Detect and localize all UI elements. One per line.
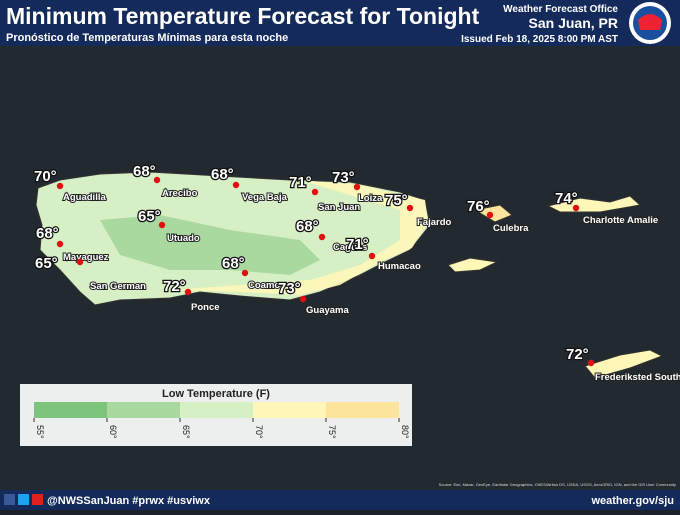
city-temp: 65° xyxy=(35,255,58,272)
source: Source: Esri, Maxar, GeoEye, Earthstar G… xyxy=(439,482,676,487)
city-dot xyxy=(56,240,64,248)
city-name: Loiza xyxy=(358,193,383,204)
facebook-icon[interactable] xyxy=(4,494,15,505)
legend-swatch xyxy=(34,402,107,418)
city-name: Ponce xyxy=(191,302,220,313)
social: @NWSSanJuan #prwx #usviwx xyxy=(47,495,211,507)
city-dot xyxy=(56,182,64,190)
location: San Juan, PR xyxy=(529,15,618,31)
city-temp: 74° xyxy=(555,190,578,207)
city-dot xyxy=(153,176,161,184)
city-dot xyxy=(486,211,494,219)
city-temp: 72° xyxy=(163,278,186,295)
city-temp: 68° xyxy=(133,163,156,180)
island-culebra xyxy=(473,204,513,223)
city-temp: 76° xyxy=(467,198,490,215)
city-dot xyxy=(572,204,580,212)
city-name: Aguadilla xyxy=(63,192,106,203)
legend-title: Low Temperature (F) xyxy=(162,388,270,400)
city-temp: 71° xyxy=(289,174,312,191)
city-dot xyxy=(184,288,192,296)
legend-swatch xyxy=(253,402,326,418)
legend-swatch xyxy=(326,402,399,418)
title: Minimum Temperature Forecast for Tonight xyxy=(6,3,480,29)
city-temp: 65° xyxy=(138,208,161,225)
city-name: Frederiksted South xyxy=(595,372,680,383)
legend-tick-label: 60° xyxy=(108,425,118,439)
city-name: San Juan xyxy=(318,202,360,213)
city-dot xyxy=(311,188,319,196)
city-temp: 75° xyxy=(385,192,408,209)
footer-band xyxy=(0,490,680,510)
city-name: Vega Baja xyxy=(242,192,288,203)
island-vieques xyxy=(447,257,499,273)
city-name: Caguas xyxy=(333,242,367,253)
url[interactable]: weather.gov/sju xyxy=(590,495,674,507)
header-band xyxy=(0,0,680,46)
city-temp: 73° xyxy=(278,280,301,297)
city-dot xyxy=(158,221,166,229)
city-temp: 71° xyxy=(346,236,369,253)
city-name: Fajardo xyxy=(417,217,452,228)
legend-tick-label: 75° xyxy=(327,425,337,439)
island-st-croix xyxy=(584,349,664,379)
city-temp: 68° xyxy=(222,255,245,272)
city-name: Utuado xyxy=(167,233,200,244)
city-temp: 68° xyxy=(296,218,319,235)
city-temp: 68° xyxy=(36,225,59,242)
city-dot xyxy=(241,269,249,277)
coastal-zone xyxy=(170,180,428,295)
city-dot xyxy=(587,359,595,367)
city-dot xyxy=(299,295,307,303)
city-temp: 68° xyxy=(211,166,234,183)
city-name: Guayama xyxy=(306,305,349,316)
city-dot xyxy=(232,181,240,189)
city-dot xyxy=(368,252,376,260)
city-name: Coamo xyxy=(248,280,280,291)
office: Weather Forecast Office xyxy=(503,4,618,15)
city-name: Arecibo xyxy=(162,188,198,199)
city-dot xyxy=(406,204,414,212)
city-name: Humacao xyxy=(378,261,421,272)
city-temp: 70° xyxy=(34,168,57,185)
legend-swatch xyxy=(180,402,253,418)
city-name: Charlotte Amalie xyxy=(583,215,658,226)
city-name: Culebra xyxy=(493,223,529,234)
legend-swatch xyxy=(107,402,180,418)
legend: 55° 60° 65° 70° 75° 80° xyxy=(33,402,410,439)
legend-tick-label: 80° xyxy=(400,425,410,439)
twitter-icon[interactable] xyxy=(18,494,29,505)
city-temp: 73° xyxy=(332,169,355,186)
city-temp: 72° xyxy=(566,346,589,363)
city-name: San German xyxy=(90,281,146,292)
legend-tick-label: 65° xyxy=(181,425,191,439)
city-dot xyxy=(353,183,361,191)
issued: Issued Feb 18, 2025 8:00 PM AST xyxy=(461,34,618,45)
city-dot xyxy=(76,258,84,266)
legend-tick-label: 70° xyxy=(254,425,264,439)
city-dot xyxy=(318,233,326,241)
island-st-thomas-st-john xyxy=(546,195,642,213)
youtube-icon[interactable] xyxy=(32,494,43,505)
interior-zone xyxy=(100,215,320,275)
nws-logo xyxy=(629,2,671,44)
subtitle: Pronóstico de Temperaturas Mínimas para … xyxy=(6,32,288,44)
legend-tick-label: 55° xyxy=(35,425,45,439)
city-name: Mayaguez xyxy=(63,252,109,263)
